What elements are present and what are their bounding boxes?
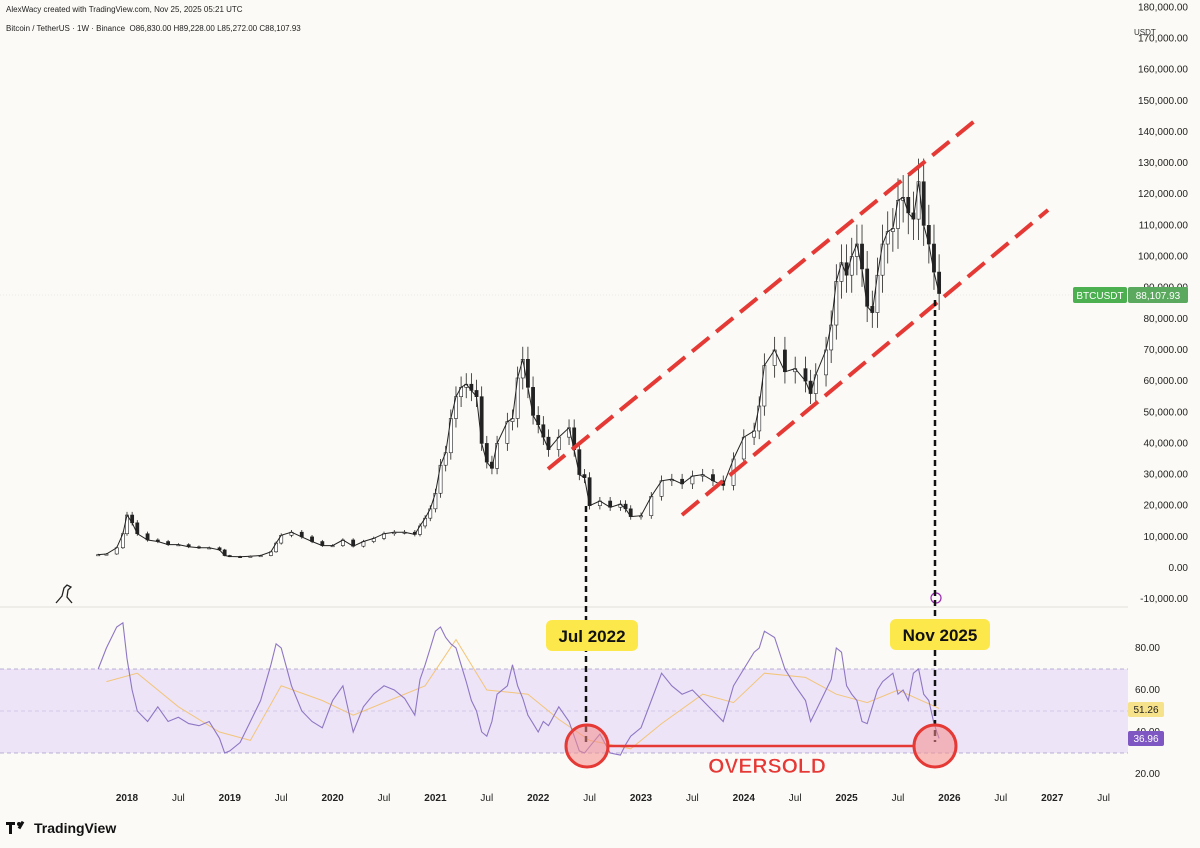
time-tick-label: 2021 [424,793,447,804]
currency-label: USDT [1134,28,1156,37]
ohlc-values: O86,830.00 H89,228.00 L85,272.00 C88,107… [129,24,301,33]
time-tick-label: Jul [686,793,699,804]
price-tick-label: 100,000.00 [1138,252,1188,263]
price-candles [96,158,942,558]
rsi-value-badges: 51.26 36.96 [1128,702,1164,746]
rsi-tick-label: 60.00 [1135,685,1160,696]
price-tick-label: 10,000.00 [1144,532,1189,543]
time-tick-label: 2025 [835,793,858,804]
tradingview-brand: TradingView [34,820,117,836]
tradingview-logo[interactable]: TradingView [6,820,116,836]
price-pane: 180,000.00 170,000.00 160,000.00 150,000.00… [0,2,1188,608]
jul2022-callout-rect [546,620,638,651]
candle-body [937,271,942,294]
price-axis-labels: 180,000.00 170,000.00 160,000.00 150,000.00… [1138,2,1188,605]
time-tick-label: Jul [994,793,1007,804]
jul2022-label: Jul 2022 [558,627,625,646]
price-tick-label: 20,000.00 [1144,501,1189,512]
rsi-badge: 36.96 [1133,734,1158,745]
time-tick-label: 2024 [733,793,756,804]
price-tick-label: 40,000.00 [1144,438,1189,449]
price-tick-label: 110,000.00 [1139,220,1189,231]
price-tick-label: 130,000.00 [1138,158,1188,169]
price-tick-label: 60,000.00 [1144,376,1189,387]
rsi-ma-badge-rect [1128,702,1164,717]
nov2025-callout: Nov 2025 [890,619,990,650]
oversold-label: OVERSOLD [708,755,826,778]
oversold-circle-nov2025 [912,723,958,769]
price-tick-label: -10,000.00 [1140,594,1188,605]
badge-symbol-rect [1073,287,1127,303]
price-tick-label: 30,000.00 [1144,470,1189,481]
price-tick-label: 80,000.00 [1144,314,1189,325]
rsi-tick-label: 20.00 [1135,769,1160,780]
price-tick-label: 70,000.00 [1144,345,1189,356]
price-tick-label: 140,000.00 [1138,127,1188,138]
annotation-markers: Jul 2022 Nov 2025 OVERSOLD [546,300,990,778]
time-tick-label: Jul [378,793,391,804]
badge-value-rect [1128,287,1188,303]
time-tick-label: Jul [789,793,802,804]
dino-icon [55,584,73,604]
rsi-line [97,621,940,756]
price-tick-label: 180,000.00 [1138,2,1188,13]
rsi-badge-rect [1128,731,1164,746]
time-tick-label: 2018 [116,793,139,804]
time-tick-label: Jul [1097,793,1110,804]
time-tick-label: 2019 [219,793,242,804]
time-tick-label: 2027 [1041,793,1064,804]
time-axis-labels: 2018 Jul 2019 Jul 2020 Jul 2021 Jul 2022 Jul 2023 J… [116,793,1110,804]
badge-value: 88,107.93 [1136,291,1181,302]
price-tick-label: 170,000.00 [1138,33,1188,44]
rsi-ma-line [106,638,940,750]
nov2025-callout-rect [890,619,990,650]
badge-symbol: BTCUSDT [1076,291,1123,302]
symbol-title: Bitcoin / TetherUS · 1W · Binance [6,24,126,33]
symbol-line: Bitcoin / TetherUS · 1W · Binance O86,83… [6,24,301,33]
header-credit: AlexWacy created with TradingView.com, N… [6,5,243,14]
price-tick-label: 50,000.00 [1144,407,1189,418]
oversold-circle-jul2022 [564,723,610,769]
price-close-line [98,181,940,558]
jul2022-callout: Jul 2022 [546,620,638,651]
channel-lower-line [680,208,1050,517]
time-tick-label: Jul [172,793,185,804]
tradingview-logo-icon [6,820,28,834]
time-tick-label: Jul [480,793,493,804]
price-tick-label: 120,000.00 [1138,189,1188,200]
time-tick-label: 2026 [938,793,961,804]
price-tick-label: 0.00 [1169,563,1189,574]
price-label-badge: BTCUSDT 88,107.93 [1073,287,1188,303]
rsi-tick-label: 80.00 [1135,643,1160,654]
time-tick-label: 2022 [527,793,550,804]
price-tick-label: 150,000.00 [1138,96,1188,107]
time-tick-label: Jul [892,793,905,804]
rsi-ma-badge: 51.26 [1133,705,1158,716]
time-tick-label: 2020 [321,793,344,804]
time-tick-label: Jul [583,793,596,804]
time-tick-label: 2023 [630,793,653,804]
channel-upper-line [546,117,979,471]
price-tick-label: 160,000.00 [1138,65,1188,76]
nov2025-label: Nov 2025 [903,626,978,645]
time-tick-label: Jul [275,793,288,804]
